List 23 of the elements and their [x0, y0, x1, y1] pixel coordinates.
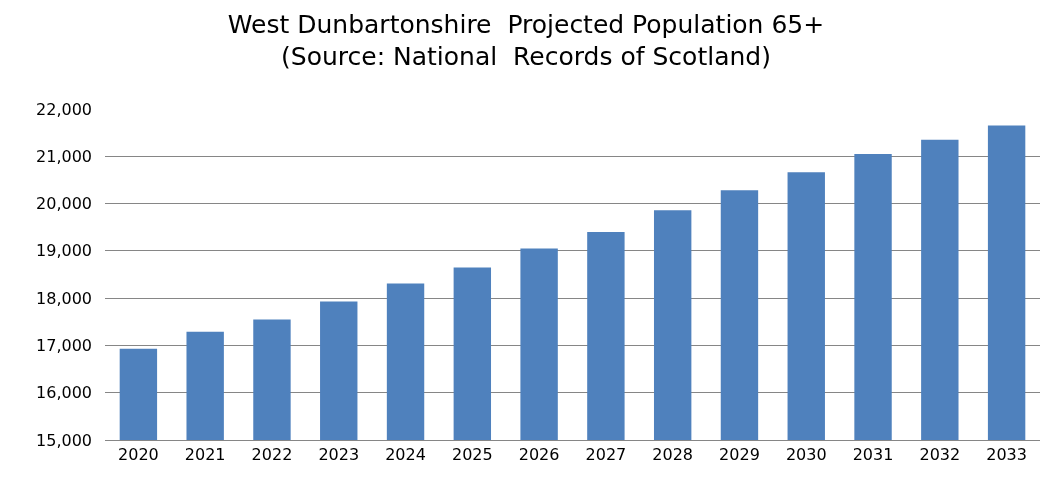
x-tick-label: 2029 — [719, 445, 760, 465]
x-tick-label: 2020 — [118, 445, 159, 465]
x-tick-label: 2028 — [652, 445, 694, 465]
y-tick-label: 18,000 — [36, 288, 92, 308]
y-tick-label: 15,000 — [36, 430, 92, 450]
x-tick-label: 2022 — [251, 445, 293, 465]
y-tick-label: 21,000 — [36, 146, 92, 166]
y-tick-label: 22,000 — [36, 99, 92, 119]
x-tick-label: 2026 — [518, 445, 560, 465]
x-tick-label: 2033 — [986, 445, 1027, 465]
x-tick-label: 2030 — [785, 445, 827, 465]
x-tick-label: 2023 — [318, 445, 360, 465]
chart-title: West Dunbartonshire Projected Population 65+ (Source: National Records of Scotland) — [227, 9, 825, 71]
x-tick-label: 2032 — [919, 445, 961, 465]
x-tick-label: 2021 — [184, 445, 226, 465]
x-tick-label: 2027 — [585, 445, 627, 465]
y-tick-label: 16,000 — [36, 383, 92, 403]
x-tick-label: 2031 — [852, 445, 894, 465]
x-tick-label: 2024 — [385, 445, 426, 465]
x-tick-label: 2025 — [451, 445, 493, 465]
y-tick-label: 19,000 — [36, 241, 92, 261]
y-tick-label: 20,000 — [36, 194, 92, 214]
y-tick-label: 17,000 — [36, 336, 92, 356]
